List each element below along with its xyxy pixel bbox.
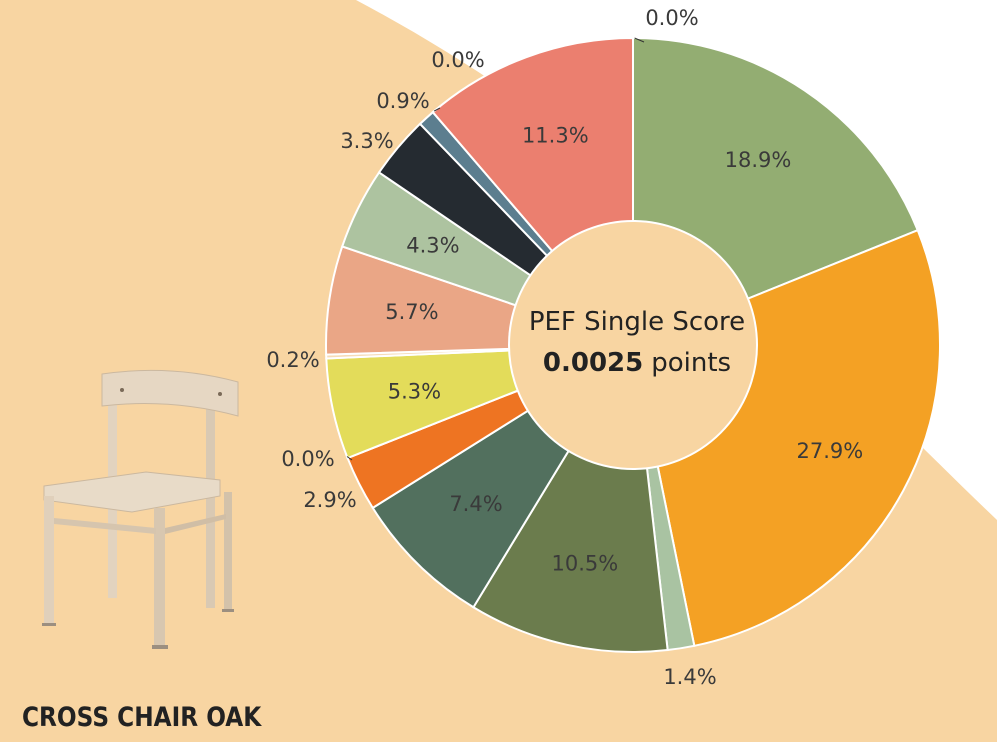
leader-lines-group xyxy=(346,37,645,461)
labels-group: 0.0% 18.9% 27.9% 1.4% 10.5% 7.4% 2.9% 0.0% 5.3% 0… xyxy=(266,6,863,689)
center-title: PEF Single Score xyxy=(529,307,745,337)
slice-label-9: 0.2% xyxy=(266,348,319,372)
slice-label-4: 10.5% xyxy=(552,551,619,575)
leader-line-0 xyxy=(634,37,645,43)
slice-label-12: 3.3% xyxy=(340,129,393,153)
center-score: 0.0025 points xyxy=(543,348,731,378)
product-title: CROSS CHAIR OAK xyxy=(22,702,262,733)
slice-label-6: 2.9% xyxy=(303,488,356,512)
donut-hole xyxy=(508,220,758,470)
slice-label-3: 1.4% xyxy=(663,665,716,689)
slice-label-13: 0.9% xyxy=(376,89,429,113)
center-unit: points xyxy=(651,348,731,378)
slice-label-11: 4.3% xyxy=(406,233,459,257)
center-value: 0.0025 xyxy=(543,348,643,378)
slice-label-14: 0.0% xyxy=(431,48,484,72)
slice-label-5: 7.4% xyxy=(449,492,502,516)
slice-label-0: 0.0% xyxy=(645,6,698,30)
slice-label-7: 0.0% xyxy=(281,447,334,471)
leader-line-7 xyxy=(346,456,353,461)
slice-label-10: 5.7% xyxy=(385,300,438,324)
leader-line-14 xyxy=(433,107,441,112)
slice-label-8: 5.3% xyxy=(388,380,441,404)
slice-label-2: 27.9% xyxy=(797,439,864,463)
slice-label-15: 11.3% xyxy=(522,123,589,147)
slice-label-1: 18.9% xyxy=(725,148,792,172)
chair-image xyxy=(42,369,239,649)
